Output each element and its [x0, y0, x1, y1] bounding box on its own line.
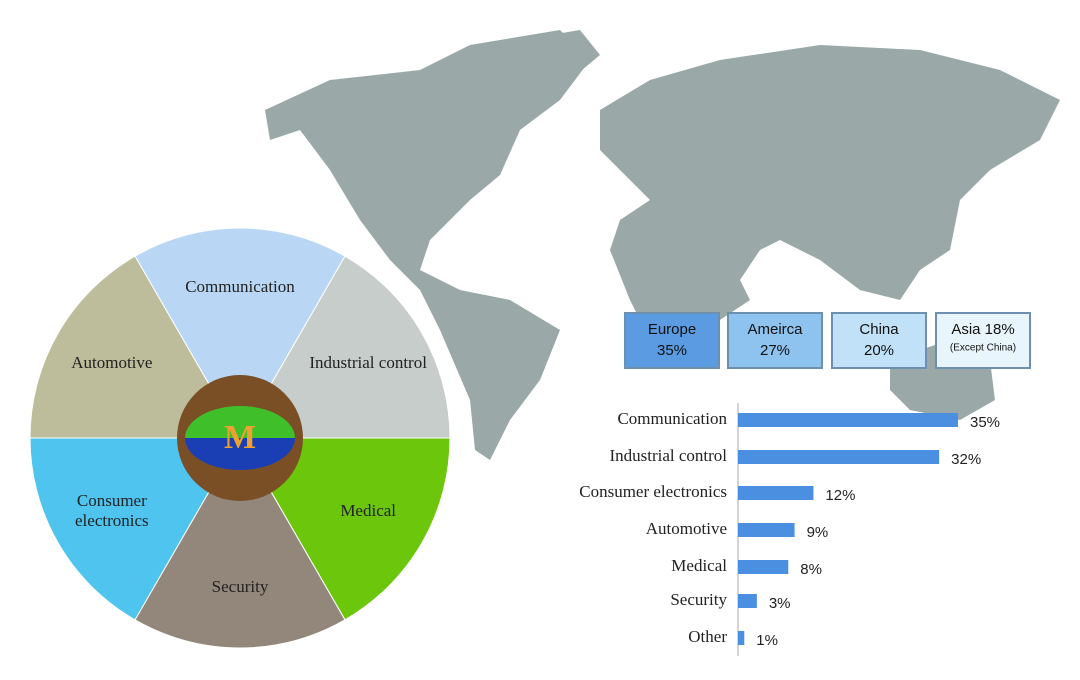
segment-label: Medical [340, 501, 396, 520]
region-share: 20% [864, 342, 894, 359]
wheel-segment [239, 255, 451, 439]
region-share: 27% [760, 342, 790, 359]
value-label: 35% [970, 414, 1000, 431]
segment-label: electronics [75, 511, 149, 530]
segment-label: Consumer [77, 491, 147, 510]
region-name: Europe [648, 321, 696, 338]
segment-label: Communication [185, 277, 295, 296]
value-label: 3% [769, 595, 791, 612]
logo-bottom [185, 438, 295, 470]
region-share: 35% [657, 342, 687, 359]
bar [738, 631, 745, 645]
value-label: 12% [825, 487, 855, 504]
wheel-segment [134, 227, 346, 439]
wheel-segment [134, 437, 346, 649]
wheel-segment [29, 255, 241, 439]
region-name: Asia 18% [951, 321, 1014, 338]
logo: M [224, 419, 256, 456]
logo-top [185, 406, 295, 438]
wheel-segment [239, 437, 451, 621]
segment-label: Automotive [71, 353, 152, 372]
region-box [727, 312, 823, 369]
value-label: 1% [756, 632, 778, 649]
category-label: Communication [617, 409, 727, 428]
region-box [831, 312, 927, 369]
region-box [624, 312, 720, 369]
segment-label: Industrial control [309, 353, 427, 372]
category-label: Medical [671, 556, 727, 575]
category-label: Security [670, 590, 727, 609]
category-label: Consumer electronics [579, 482, 727, 501]
bar [738, 523, 795, 537]
bar-chart: Communication 35% Industrial control 32% Con… [579, 403, 1000, 656]
bar [738, 594, 757, 608]
region-share: (Except China) [950, 343, 1016, 354]
industry-wheel: Communication Industrial control Medical Se… [29, 227, 451, 649]
world-map [265, 30, 1060, 460]
bar [738, 450, 940, 464]
region-name: China [859, 321, 899, 338]
category-label: Automotive [646, 519, 727, 538]
value-label: 32% [951, 451, 981, 468]
bar [738, 486, 814, 500]
segment-label: Security [212, 577, 269, 596]
region-name: Ameirca [747, 321, 803, 338]
category-label: Industrial control [609, 446, 727, 465]
wheel-segment [29, 437, 241, 621]
region-boxes: Europe 35% Ameirca 27% China 20% Asia 18% (Exce… [624, 312, 1031, 369]
bar [738, 560, 789, 574]
value-label: 8% [800, 561, 822, 578]
category-label: Other [688, 627, 727, 646]
region-box [935, 312, 1031, 369]
bar [738, 413, 958, 427]
value-label: 9% [807, 524, 829, 541]
